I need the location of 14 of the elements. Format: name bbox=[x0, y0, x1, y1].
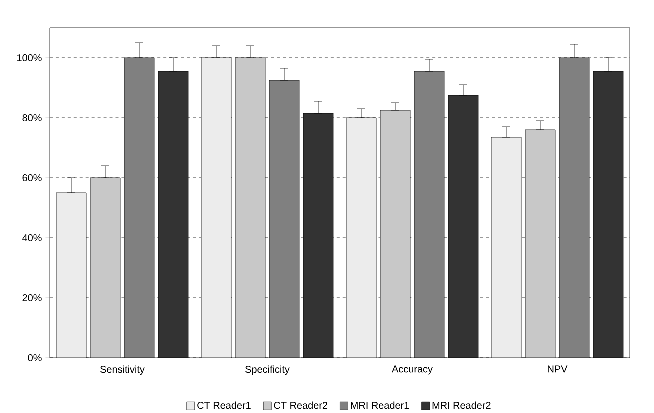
legend-label: MRI Reader1 bbox=[351, 402, 410, 410]
y-tick-label: 40% bbox=[22, 234, 42, 242]
x-tick-label: Accuracy bbox=[392, 366, 433, 375]
y-tick-label: 80% bbox=[22, 114, 42, 122]
legend-label: CT Reader2 bbox=[274, 402, 328, 410]
legend-label: CT Reader1 bbox=[198, 402, 251, 410]
x-tick-label: Sensitivity bbox=[100, 366, 145, 376]
y-tick-label: 100% bbox=[18, 54, 42, 62]
x-tick-label: Specificity bbox=[246, 366, 290, 376]
x-tick-label: NPV bbox=[548, 366, 568, 373]
y-tick-label: 0% bbox=[28, 354, 42, 362]
legend-label: MRI Reader2 bbox=[432, 402, 491, 410]
y-tick-label: 60% bbox=[22, 174, 42, 182]
y-tick-label: 20% bbox=[22, 294, 42, 302]
